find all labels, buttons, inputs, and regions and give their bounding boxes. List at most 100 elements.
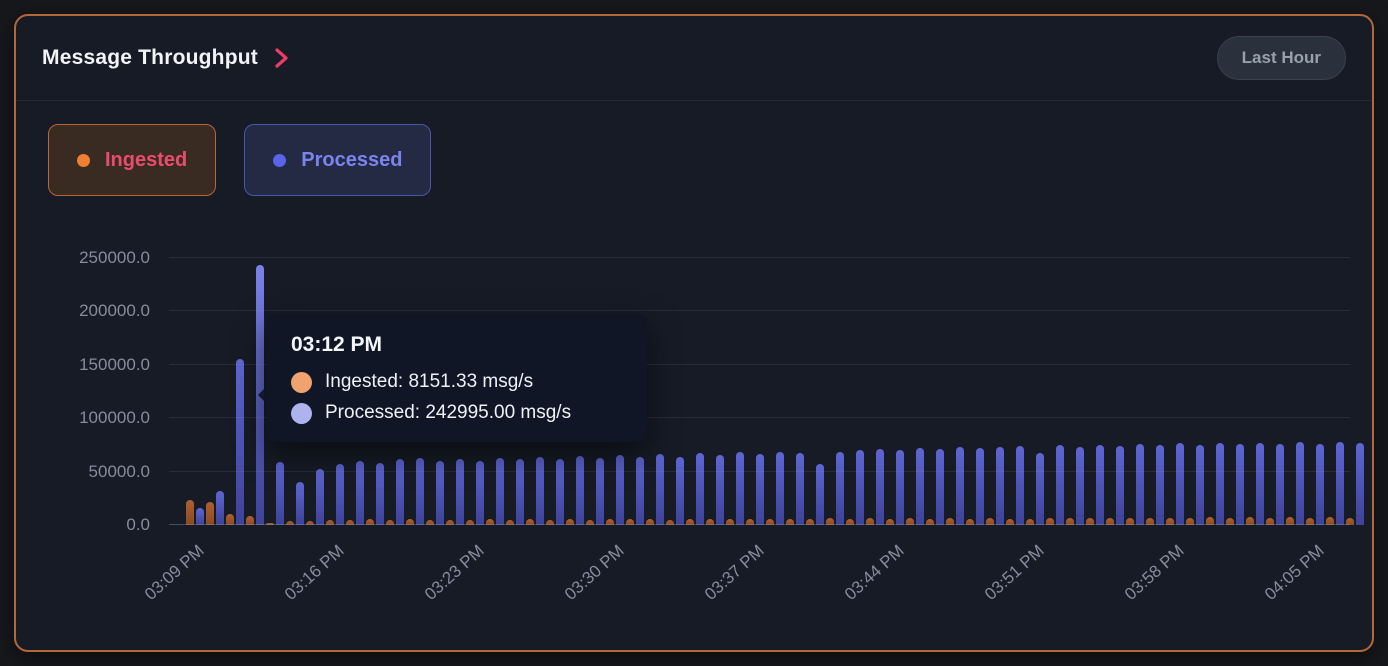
bar-ingested[interactable] xyxy=(1206,517,1214,525)
bar-ingested[interactable] xyxy=(846,518,854,525)
bar-processed[interactable] xyxy=(1096,444,1104,525)
bar-ingested[interactable] xyxy=(446,519,454,525)
bar-ingested[interactable] xyxy=(286,521,294,525)
bar-processed[interactable] xyxy=(696,453,704,525)
bar-processed[interactable] xyxy=(576,456,584,525)
bar-ingested[interactable] xyxy=(1306,517,1314,525)
bar-processed[interactable] xyxy=(296,482,304,525)
bar-processed[interactable] xyxy=(476,460,484,525)
bar-processed[interactable] xyxy=(756,453,764,525)
bar-ingested[interactable] xyxy=(326,519,334,525)
bar-processed[interactable] xyxy=(496,457,504,525)
bar-ingested[interactable] xyxy=(1326,517,1334,525)
bar-processed[interactable] xyxy=(1316,443,1324,525)
bar-processed[interactable] xyxy=(196,508,204,525)
bar-ingested[interactable] xyxy=(866,518,874,525)
bar-processed[interactable] xyxy=(1336,441,1344,525)
bar-ingested[interactable] xyxy=(906,518,914,525)
bar-processed[interactable] xyxy=(736,452,744,525)
bar-processed[interactable] xyxy=(1116,445,1124,525)
bar-ingested[interactable] xyxy=(206,502,214,525)
bar-processed[interactable] xyxy=(376,462,384,525)
bar-ingested[interactable] xyxy=(506,519,514,525)
time-range-button[interactable]: Last Hour xyxy=(1216,36,1346,80)
bar-ingested[interactable] xyxy=(646,518,654,525)
bar-ingested[interactable] xyxy=(586,519,594,525)
bar-processed[interactable] xyxy=(616,455,624,525)
bar-ingested[interactable] xyxy=(706,519,714,525)
bar-ingested[interactable] xyxy=(626,519,634,525)
bar-ingested[interactable] xyxy=(466,519,474,525)
bar-ingested[interactable] xyxy=(1226,517,1234,525)
throughput-title-link[interactable]: Message Throughput xyxy=(42,46,289,70)
bar-ingested[interactable] xyxy=(1026,519,1034,525)
bar-ingested[interactable] xyxy=(1286,517,1294,525)
bar-processed[interactable] xyxy=(1256,442,1264,525)
bar-processed[interactable] xyxy=(436,461,444,525)
bar-ingested[interactable] xyxy=(1146,518,1154,525)
bar-processed[interactable] xyxy=(876,449,884,525)
bar-ingested[interactable] xyxy=(686,518,694,525)
bar-processed[interactable] xyxy=(596,457,604,525)
bar-processed[interactable] xyxy=(1356,442,1364,525)
bar-processed[interactable] xyxy=(716,454,724,525)
bar-processed[interactable] xyxy=(656,454,664,525)
bar-ingested[interactable] xyxy=(946,518,954,525)
bar-ingested[interactable] xyxy=(1266,517,1274,525)
bar-processed[interactable] xyxy=(276,462,284,525)
bar-processed[interactable] xyxy=(976,448,984,525)
bar-processed[interactable] xyxy=(536,456,544,525)
bar-ingested[interactable] xyxy=(746,519,754,525)
bar-ingested[interactable] xyxy=(346,520,354,525)
bar-processed[interactable] xyxy=(216,490,224,525)
bar-ingested[interactable] xyxy=(1346,517,1354,525)
bar-ingested[interactable] xyxy=(886,518,894,525)
bar-processed[interactable] xyxy=(936,448,944,525)
bar-ingested[interactable] xyxy=(566,519,574,525)
bar-ingested[interactable] xyxy=(766,518,774,525)
bar-processed[interactable] xyxy=(1276,443,1284,525)
bar-ingested[interactable] xyxy=(826,518,834,525)
bar-processed[interactable] xyxy=(1076,446,1084,525)
bar-processed[interactable] xyxy=(896,450,904,525)
bar-processed[interactable] xyxy=(1136,444,1144,525)
bar-ingested[interactable] xyxy=(486,519,494,525)
bar-processed[interactable] xyxy=(1176,443,1184,525)
bar-ingested[interactable] xyxy=(426,520,434,525)
bar-processed[interactable] xyxy=(1196,444,1204,525)
bar-processed[interactable] xyxy=(456,459,464,525)
bar-processed[interactable] xyxy=(316,469,324,525)
bar-processed[interactable] xyxy=(1056,445,1064,525)
bar-ingested[interactable] xyxy=(926,518,934,525)
bar-ingested[interactable] xyxy=(246,516,254,525)
bar-processed[interactable] xyxy=(956,447,964,525)
bar-processed[interactable] xyxy=(856,450,864,525)
bar-ingested[interactable] xyxy=(1006,518,1014,525)
bar-ingested[interactable] xyxy=(186,500,194,525)
bar-processed[interactable] xyxy=(556,458,564,525)
bar-ingested[interactable] xyxy=(406,519,414,525)
bar-ingested[interactable] xyxy=(1086,517,1094,525)
bar-ingested[interactable] xyxy=(306,520,314,525)
bar-processed[interactable] xyxy=(516,459,524,525)
bar-processed[interactable] xyxy=(396,459,404,525)
bar-ingested[interactable] xyxy=(1126,517,1134,525)
legend-chip-ingested[interactable]: Ingested xyxy=(48,124,217,196)
bar-ingested[interactable] xyxy=(986,517,994,525)
bar-processed[interactable] xyxy=(1156,445,1164,525)
bar-ingested[interactable] xyxy=(1046,517,1054,525)
bar-processed[interactable] xyxy=(796,453,804,525)
bar-processed[interactable] xyxy=(1016,445,1024,525)
bar-processed[interactable] xyxy=(1296,442,1304,525)
bar-ingested[interactable] xyxy=(1186,518,1194,525)
bar-ingested[interactable] xyxy=(546,519,554,525)
bar-processed[interactable] xyxy=(636,456,644,525)
bar-processed[interactable] xyxy=(1236,444,1244,525)
bar-processed[interactable] xyxy=(1216,442,1224,525)
bar-processed[interactable] xyxy=(776,451,784,525)
bar-ingested[interactable] xyxy=(786,519,794,525)
bar-processed[interactable] xyxy=(236,359,244,525)
bar-ingested[interactable] xyxy=(606,518,614,525)
bar-processed[interactable] xyxy=(916,448,924,525)
bar-ingested[interactable] xyxy=(526,519,534,525)
